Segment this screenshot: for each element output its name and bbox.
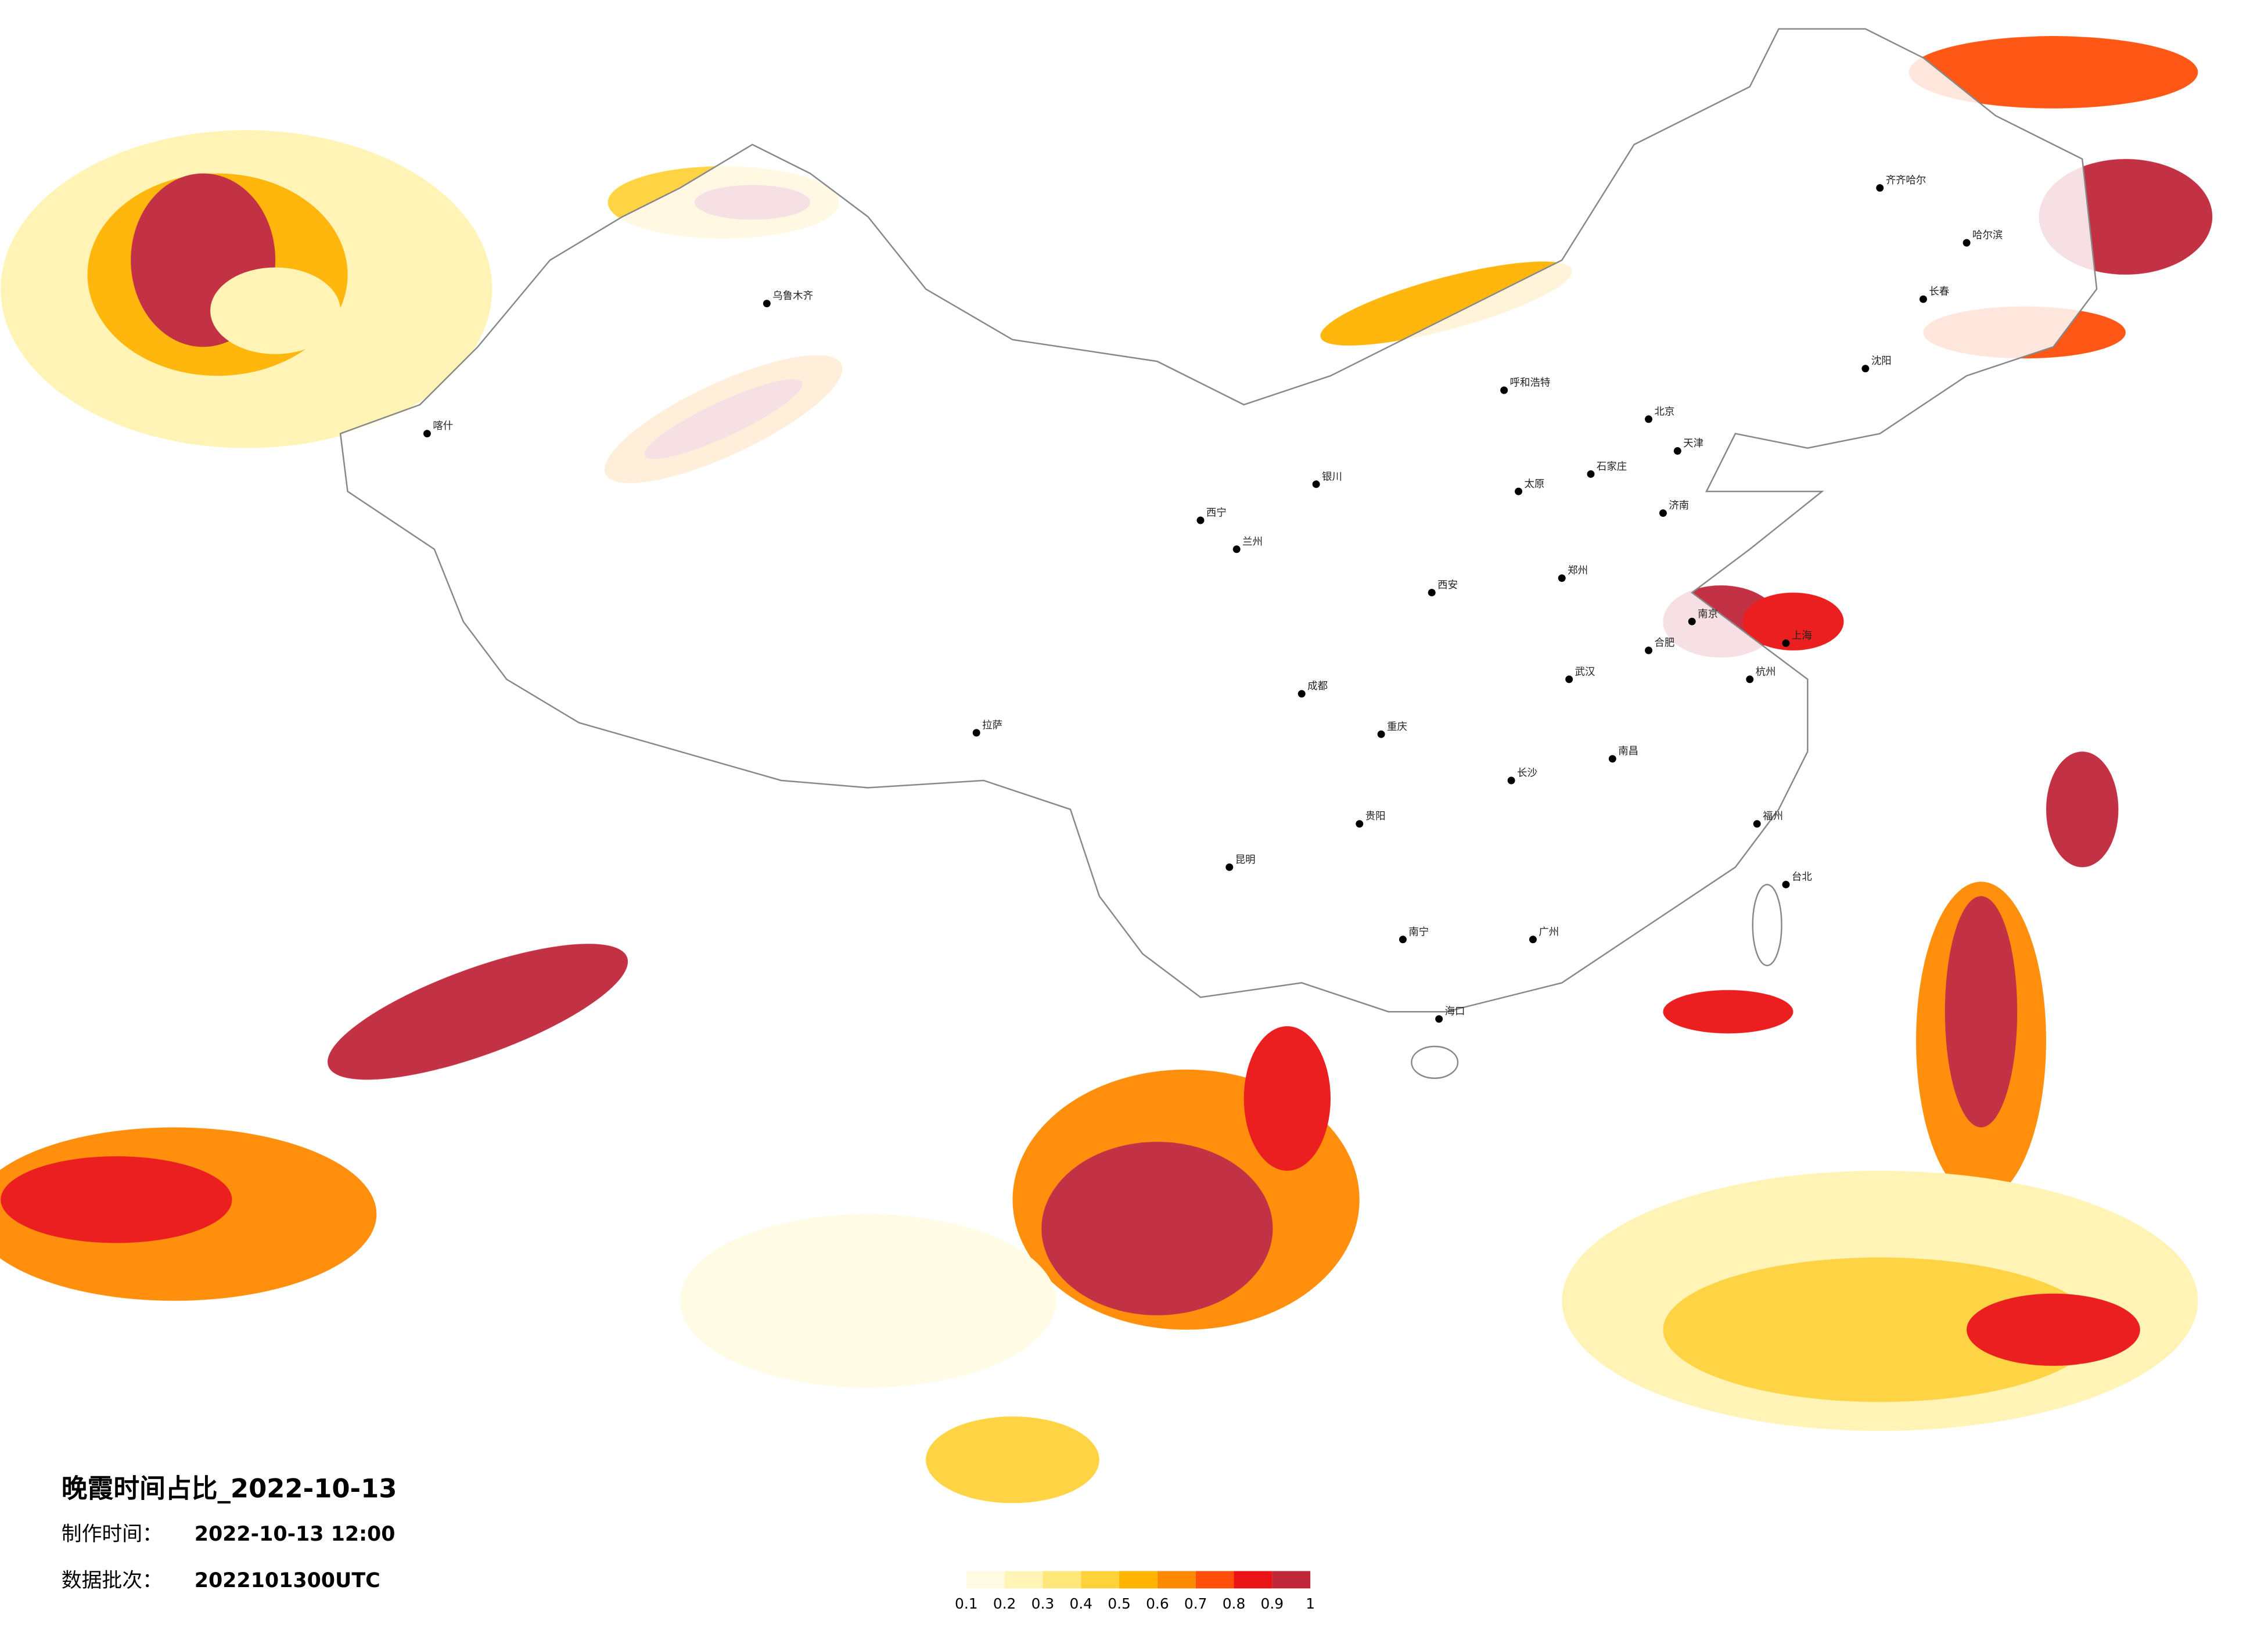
city-dot xyxy=(1861,365,1870,373)
city-dot xyxy=(1196,516,1205,524)
city-dot xyxy=(1558,574,1566,582)
legend-tick-label: 0.7 xyxy=(1184,1595,1207,1612)
city-dot xyxy=(1659,509,1667,517)
city-dot xyxy=(1312,480,1320,488)
city-dot xyxy=(1876,184,1884,192)
legend-tick-label: 0.6 xyxy=(1146,1595,1169,1612)
city-label: 南昌 xyxy=(1618,746,1638,757)
city-dot xyxy=(1399,936,1407,944)
city-label: 广州 xyxy=(1539,926,1559,938)
legend-tick-label: 0.1 xyxy=(955,1595,978,1612)
city-dot xyxy=(1753,820,1761,828)
city-dot xyxy=(1507,776,1515,785)
city-dot xyxy=(1587,470,1595,478)
city-dot xyxy=(1782,639,1790,647)
city-label: 海口 xyxy=(1445,1006,1465,1017)
map-outline xyxy=(339,28,2098,1079)
city-label: 上海 xyxy=(1792,630,1812,642)
city-dot xyxy=(1645,415,1653,423)
legend-tick-label: 0.9 xyxy=(1261,1595,1284,1612)
city-dot xyxy=(1297,690,1306,698)
city-label: 喀什 xyxy=(433,420,453,432)
city-dot xyxy=(972,729,980,737)
city-dot xyxy=(1673,447,1681,455)
map-title: 晚霞时间占比_2022-10-13 xyxy=(62,1473,397,1503)
city-label: 昆明 xyxy=(1235,854,1256,866)
city-label: 武汉 xyxy=(1575,666,1595,678)
city-label: 长沙 xyxy=(1517,768,1537,779)
legend-tick-label: 0.5 xyxy=(1108,1595,1131,1612)
made-label: 制作时间： xyxy=(62,1523,163,1546)
legend: 0.1 0.2 0.3 0.4 0.5 0.6 0.7 0.8 0.9 1 xyxy=(955,1571,1315,1612)
city-label: 银川 xyxy=(1322,471,1342,483)
legend-tick-label: 1 xyxy=(1306,1595,1315,1612)
legend-swatch xyxy=(1195,1571,1234,1589)
legend-swatch xyxy=(966,1571,1005,1589)
city-dot xyxy=(1645,646,1653,654)
legend-tick-label: 0.3 xyxy=(1031,1595,1055,1612)
city-dot xyxy=(1428,588,1436,596)
city-label: 太原 xyxy=(1525,479,1545,490)
city-label: 齐齐哈尔 xyxy=(1886,175,1926,186)
city-label: 哈尔滨 xyxy=(1972,230,2003,242)
city-dot xyxy=(763,300,771,308)
city-label: 合肥 xyxy=(1655,638,1675,649)
city-label: 西宁 xyxy=(1206,508,1227,519)
city-label: 台北 xyxy=(1792,872,1812,883)
city-dot xyxy=(1225,863,1234,871)
city-label: 西安 xyxy=(1437,580,1458,591)
city-dot xyxy=(1746,675,1754,684)
city-dot xyxy=(1782,880,1790,888)
city-label: 兰州 xyxy=(1242,536,1263,548)
city-dot xyxy=(1688,617,1696,625)
city-dot xyxy=(1529,936,1537,944)
made-time: 2022-10-13 12:00 xyxy=(195,1523,396,1546)
legend-swatch xyxy=(1081,1571,1120,1589)
batch: 2022101300UTC xyxy=(195,1569,380,1592)
city-label: 南京 xyxy=(1698,609,1718,620)
city-label: 拉萨 xyxy=(982,720,1002,731)
city-dot xyxy=(1356,820,1364,828)
city-dot xyxy=(423,430,431,438)
city-label: 杭州 xyxy=(1756,666,1776,678)
legend-swatch xyxy=(1004,1571,1043,1589)
city-dot xyxy=(1919,295,1927,303)
city-dot xyxy=(1232,545,1241,553)
city-label: 天津 xyxy=(1683,438,1703,449)
legend-swatch xyxy=(1157,1571,1196,1589)
city-label: 福州 xyxy=(1763,811,1783,822)
city-dot xyxy=(1515,487,1523,495)
legend-swatch xyxy=(1043,1571,1081,1589)
legend-tick-label: 0.2 xyxy=(993,1595,1016,1612)
batch-label: 数据批次： xyxy=(62,1569,163,1592)
city-label: 成都 xyxy=(1307,681,1328,692)
city-dot xyxy=(1377,730,1385,738)
legend-swatch xyxy=(1119,1571,1158,1589)
city-label: 乌鲁木齐 xyxy=(772,290,813,302)
city-dot xyxy=(1500,386,1508,394)
city-label: 石家庄 xyxy=(1597,461,1627,473)
heat-field xyxy=(0,36,2213,1503)
city-label: 长春 xyxy=(1929,286,1949,298)
city-label: 郑州 xyxy=(1568,565,1588,577)
city-dot xyxy=(1435,1015,1443,1023)
city-dot xyxy=(1565,675,1573,684)
city-label: 沈阳 xyxy=(1871,355,1892,367)
city-label: 贵阳 xyxy=(1365,811,1386,822)
legend-tick-label: 0.8 xyxy=(1223,1595,1246,1612)
legend-swatch xyxy=(1272,1571,1311,1589)
city-dot xyxy=(1963,239,1971,247)
city-label: 南宁 xyxy=(1408,926,1429,938)
city-label: 北京 xyxy=(1655,406,1675,418)
city-label: 济南 xyxy=(1669,500,1689,512)
city-label: 呼和浩特 xyxy=(1510,377,1551,389)
legend-tick-label: 0.4 xyxy=(1069,1595,1092,1612)
legend-swatch xyxy=(1234,1571,1273,1589)
city-label: 重庆 xyxy=(1387,721,1407,733)
city-dot xyxy=(1608,755,1616,763)
